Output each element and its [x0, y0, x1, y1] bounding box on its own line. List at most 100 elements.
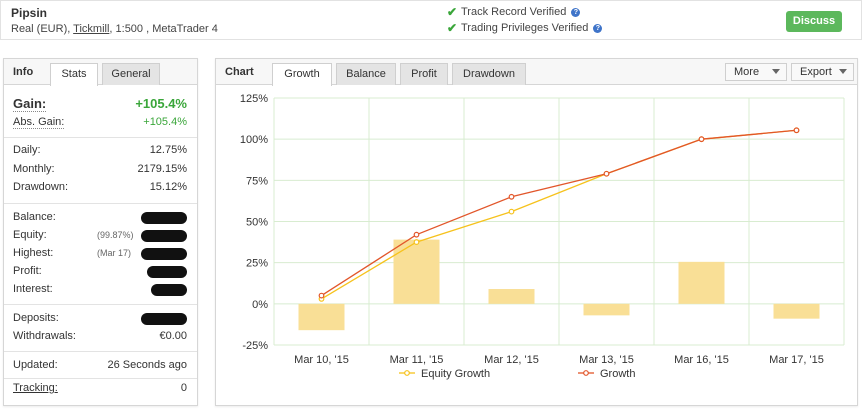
withdrawals-label: Withdrawals: [13, 330, 76, 342]
discuss-button[interactable]: Discuss [786, 11, 842, 32]
updated-row: Updated: 26 Seconds ago [13, 359, 187, 375]
trading-privileges-label: Trading Privileges Verified [461, 22, 589, 34]
deposits-row: Deposits: [13, 312, 187, 328]
updated-label: Updated: [13, 359, 58, 371]
bar [583, 303, 630, 316]
abs-gain-row: Abs. Gain: +105.4% [13, 116, 187, 132]
info-tabbar: Info Stats General [4, 59, 197, 86]
divider [4, 203, 197, 204]
divider [4, 378, 197, 379]
redacted-value [141, 230, 187, 242]
equity-label: Equity: [13, 229, 47, 241]
highest-row: Highest: (Mar 17) [13, 247, 187, 263]
monthly-label: Monthly: [13, 163, 55, 175]
data-point [508, 208, 515, 215]
trading-privileges-verified: ✔ Trading Privileges Verified ? [447, 21, 603, 35]
x-tick-label: Mar 16, '15 [674, 354, 729, 366]
tab-profit[interactable]: Profit [400, 63, 448, 85]
gain-row: Gain: +105.4% [13, 96, 187, 114]
divider [4, 351, 197, 352]
more-label: More [734, 66, 760, 78]
drawdown-row: Drawdown: 15.12% [13, 181, 187, 197]
highest-note: (Mar 17) [97, 248, 132, 258]
x-tick-label: Mar 12, '15 [484, 354, 539, 366]
export-label: Export [800, 66, 832, 78]
interest-label: Interest: [13, 283, 53, 295]
y-tick-label: 75% [246, 175, 268, 187]
deposits-label: Deposits: [13, 312, 59, 324]
data-point [413, 231, 420, 238]
check-icon: ✔ [447, 21, 458, 35]
y-tick-label: 50% [246, 217, 268, 229]
tracking-link[interactable]: Tracking: [13, 382, 58, 394]
abs-gain-value: +105.4% [143, 116, 187, 128]
redacted-value [141, 313, 187, 325]
daily-value: 12.75% [149, 144, 187, 156]
redacted-value [141, 212, 187, 224]
bar [393, 239, 440, 304]
tab-balance[interactable]: Balance [336, 63, 396, 85]
account-name: Pipsin [11, 6, 48, 20]
monthly-value: 2179.15% [137, 163, 187, 175]
data-point [318, 292, 325, 299]
track-record-label: Track Record Verified [461, 6, 567, 18]
bar [298, 303, 345, 331]
help-icon[interactable]: ? [593, 23, 603, 33]
profit-row: Profit: [13, 265, 187, 281]
more-dropdown[interactable]: More [725, 63, 787, 81]
x-tick-label: Mar 17, '15 [769, 354, 824, 366]
broker-link[interactable]: Tickmill [73, 23, 110, 35]
divider [4, 304, 197, 305]
chart-title: Chart [225, 66, 254, 78]
account-type: Real (EUR), [11, 23, 71, 35]
gain-value: +105.4% [135, 96, 187, 111]
tab-growth[interactable]: Growth [272, 63, 332, 86]
data-point [603, 170, 610, 177]
info-panel: Info Stats General Gain: +105.4% Abs. Ga… [3, 58, 198, 406]
monthly-row: Monthly: 2179.15% [13, 163, 187, 179]
x-tick-label: Mar 11, '15 [390, 354, 444, 366]
bar [773, 303, 820, 319]
x-tick-label: Mar 10, '15 [294, 354, 349, 366]
withdrawals-row: Withdrawals: €0.00 [13, 330, 187, 346]
interest-row: Interest: [13, 283, 187, 299]
tab-stats[interactable]: Stats [50, 63, 98, 86]
tab-drawdown[interactable]: Drawdown [452, 63, 526, 85]
legend-marker [583, 370, 589, 376]
withdrawals-value: €0.00 [159, 330, 187, 342]
abs-gain-label[interactable]: Abs. Gain: [13, 116, 65, 129]
chevron-down-icon [772, 69, 780, 74]
bar [678, 261, 725, 304]
export-dropdown[interactable]: Export [791, 63, 854, 81]
divider [4, 137, 197, 138]
redacted-value [151, 284, 187, 296]
tracking-row: Tracking: 0 [13, 382, 187, 398]
legend-label: Growth [600, 368, 635, 380]
chevron-down-icon [839, 69, 847, 74]
highest-label: Highest: [13, 247, 54, 259]
growth-chart: 125% 100% 75% 50% 25% 0% -25% Mar 10, '15 Mar 11… [240, 93, 845, 380]
legend-label: Equity Growth [421, 368, 490, 380]
y-tick-label: 125% [240, 93, 268, 105]
help-icon[interactable]: ? [571, 7, 581, 17]
daily-row: Daily: 12.75% [13, 144, 187, 160]
account-details: Real (EUR), Tickmill, 1:500 , MetaTrader… [11, 23, 218, 35]
drawdown-label: Drawdown: [13, 181, 69, 193]
redacted-value [147, 266, 187, 278]
balance-label: Balance: [13, 211, 56, 223]
data-point [793, 127, 800, 134]
leverage-platform: , 1:500 , MetaTrader 4 [109, 23, 218, 35]
daily-label: Daily: [13, 144, 41, 156]
balance-row: Balance: [13, 211, 187, 227]
track-record-verified: ✔ Track Record Verified ? [447, 5, 581, 19]
y-tick-label: 0% [252, 299, 268, 311]
tab-general[interactable]: General [102, 63, 160, 85]
data-point [508, 193, 515, 200]
equity-row: Equity: (99.87%) [13, 229, 187, 245]
chart-tabbar: Chart Growth Balance Profit Drawdown Mor… [216, 59, 857, 86]
y-tick-label: -25% [242, 340, 268, 352]
series-line [321, 129, 797, 297]
y-tick-label: 100% [240, 134, 268, 146]
equity-note: (99.87%) [97, 230, 134, 240]
gain-label[interactable]: Gain: [13, 96, 47, 112]
